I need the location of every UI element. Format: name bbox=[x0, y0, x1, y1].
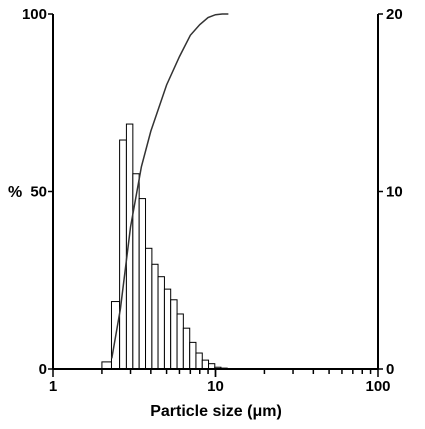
histogram-bar bbox=[151, 263, 159, 370]
x-tick-label: 100 bbox=[365, 378, 390, 395]
cumulative-curve bbox=[111, 13, 229, 359]
right-tick-label: 0 bbox=[386, 361, 394, 378]
left-tick-label: 100 bbox=[22, 6, 47, 23]
histogram-bar bbox=[101, 361, 112, 370]
histogram-bar bbox=[145, 247, 153, 370]
left-tick-label: 50 bbox=[30, 184, 47, 201]
right-tick-label: 20 bbox=[386, 6, 403, 23]
x-tick-label: 1 bbox=[49, 378, 57, 395]
left-axis-title: % bbox=[8, 184, 22, 201]
ticks bbox=[48, 13, 383, 377]
x-tick-label: 10 bbox=[207, 378, 224, 395]
left-tick-label: 0 bbox=[39, 361, 47, 378]
histogram-bar bbox=[189, 341, 197, 370]
histogram-bars bbox=[101, 123, 228, 370]
histogram-bar bbox=[163, 288, 172, 370]
axes bbox=[52, 14, 379, 370]
histogram-bar bbox=[182, 327, 191, 370]
histogram-bar bbox=[201, 359, 210, 370]
histogram-bar bbox=[119, 139, 127, 370]
histogram-bar bbox=[138, 198, 147, 370]
histogram-bar bbox=[132, 173, 140, 370]
histogram-bar bbox=[195, 352, 203, 370]
histogram-bar bbox=[176, 313, 184, 370]
histogram-bar bbox=[157, 276, 165, 370]
right-tick-label: 10 bbox=[386, 184, 403, 201]
histogram-bar bbox=[170, 299, 178, 370]
x-axis-title: Particle size (μm) bbox=[150, 403, 282, 420]
